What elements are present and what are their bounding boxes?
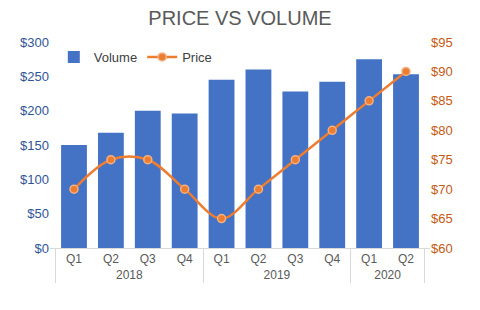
svg-text:2018: 2018 <box>116 268 143 282</box>
svg-text:Q3: Q3 <box>140 252 156 266</box>
svg-text:PRICE VS VOLUME: PRICE VS VOLUME <box>148 7 331 29</box>
svg-text:Volume: Volume <box>94 50 137 65</box>
svg-text:2019: 2019 <box>264 268 291 282</box>
svg-text:$80: $80 <box>431 123 453 138</box>
svg-text:$250: $250 <box>20 69 49 84</box>
svg-text:$50: $50 <box>27 206 49 221</box>
svg-text:Q1: Q1 <box>66 252 82 266</box>
svg-text:$90: $90 <box>431 64 453 79</box>
svg-text:$0: $0 <box>35 241 49 256</box>
svg-text:$85: $85 <box>431 93 453 108</box>
svg-text:$75: $75 <box>431 152 453 167</box>
svg-text:$70: $70 <box>431 182 453 197</box>
svg-text:$65: $65 <box>431 211 453 226</box>
svg-text:$300: $300 <box>20 35 49 50</box>
svg-text:Q4: Q4 <box>177 252 193 266</box>
svg-text:Q4: Q4 <box>324 252 340 266</box>
svg-text:Q1: Q1 <box>361 252 377 266</box>
svg-text:Q3: Q3 <box>287 252 303 266</box>
svg-text:2020: 2020 <box>374 268 401 282</box>
svg-text:Price: Price <box>182 50 212 65</box>
svg-text:$60: $60 <box>431 241 453 256</box>
svg-text:Q2: Q2 <box>250 252 266 266</box>
svg-text:$95: $95 <box>431 35 453 50</box>
svg-text:Q1: Q1 <box>214 252 230 266</box>
svg-text:$200: $200 <box>20 103 49 118</box>
svg-text:$100: $100 <box>20 172 49 187</box>
svg-text:Q2: Q2 <box>103 252 119 266</box>
svg-text:Q2: Q2 <box>398 252 414 266</box>
svg-text:$150: $150 <box>20 138 49 153</box>
